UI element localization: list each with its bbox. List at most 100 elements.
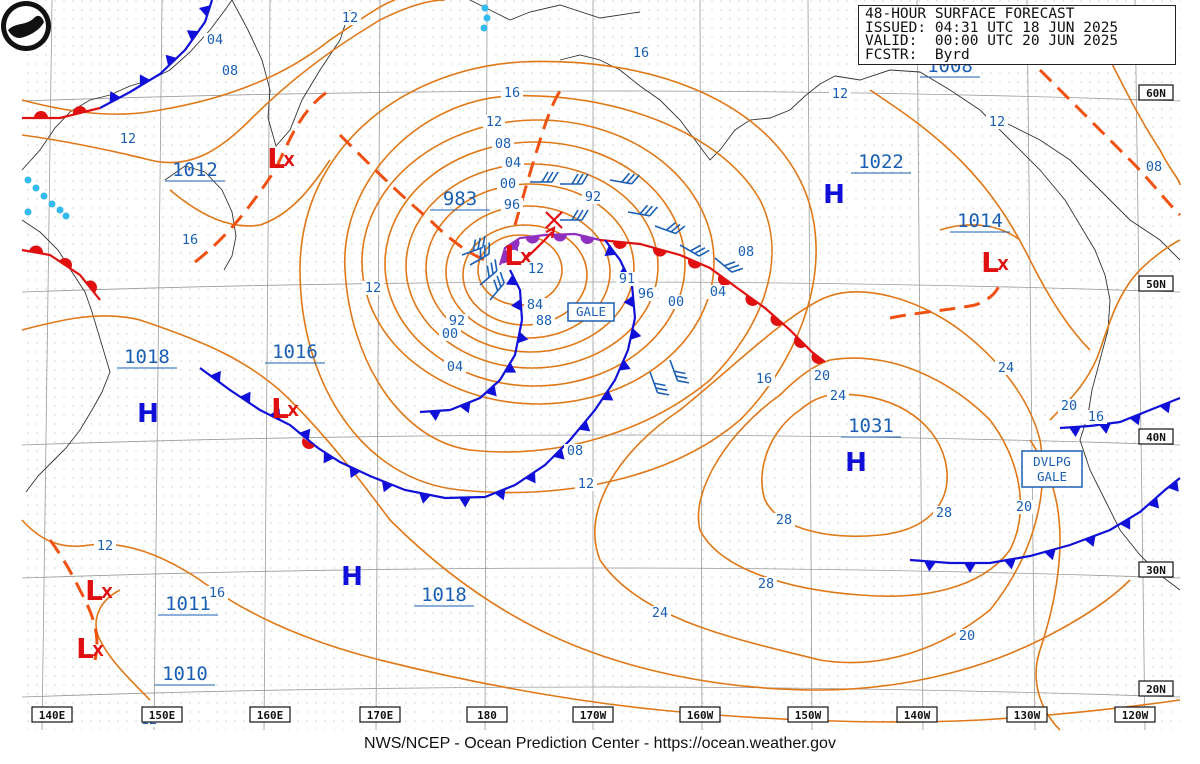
isobar-label: 12	[97, 538, 113, 554]
cold-front-pip	[139, 74, 151, 87]
cold-front-pip	[494, 488, 506, 501]
pressure-value: 1012	[172, 159, 218, 181]
noaa-logo: NOAA	[1, 1, 51, 51]
cold-front-pip	[623, 295, 635, 308]
isobar-label-bg	[635, 287, 657, 301]
isobar-coast-16	[869, 89, 1091, 351]
isobar-label-bg	[204, 33, 226, 47]
isobar-label-bg	[1085, 410, 1107, 424]
lat-label: 50N	[1146, 278, 1166, 291]
warm-front-pip	[73, 106, 87, 115]
isobar-coast-20	[1049, 239, 1181, 421]
lon-label-box	[249, 706, 291, 723]
lat-label: 40N	[1146, 431, 1166, 444]
pressure-value: 1022	[858, 151, 904, 173]
isobar-label: 28	[776, 512, 792, 528]
wind-barb-shaft	[469, 242, 491, 266]
lon-label: 120W	[1122, 709, 1149, 722]
isobar-label: 12	[832, 86, 848, 102]
isobar-label: 00	[500, 176, 516, 192]
isobar-label-bg	[219, 64, 241, 78]
wind-barb-shaft	[560, 173, 589, 185]
lon-label-box	[1006, 706, 1048, 723]
fronts	[21, 0, 1181, 573]
header-line-2: ISSUED: 04:31 UTC 18 JUN 2025	[865, 19, 1119, 36]
cold-front-pip	[210, 370, 221, 383]
lat-label-box	[1138, 84, 1174, 101]
isobar-08	[361, 119, 715, 405]
isobar-label-bg	[707, 285, 729, 299]
pressure-value: 983	[443, 188, 477, 210]
parallel-line	[21, 686, 1181, 698]
warm-front-pip	[29, 245, 43, 254]
isobar-label-bg	[575, 477, 597, 491]
ice-edge	[24, 4, 491, 220]
low-center-x: X	[101, 584, 113, 602]
wind-barb	[479, 259, 498, 286]
isobar-label-bg	[117, 132, 139, 146]
wind-barb-shaft	[609, 172, 640, 185]
isobar-label-bg	[986, 115, 1008, 129]
isobar-label: 91	[619, 271, 635, 287]
isobar-label-bg	[439, 327, 461, 341]
isobar-label-bg	[1013, 500, 1035, 514]
isobar-label: 88	[536, 313, 552, 329]
cold-front-far-west	[199, 367, 319, 449]
isobar-label-bg	[1143, 160, 1165, 174]
isobar-label-bg	[179, 233, 201, 247]
warm-front-pip	[718, 274, 731, 286]
high-pressure-symbol: H	[823, 180, 845, 210]
cold-front-pip	[506, 274, 518, 286]
isobar-label-bg	[956, 629, 978, 643]
cold-front-pip	[1099, 423, 1111, 434]
isobar-label: 12	[365, 280, 381, 296]
cold-front-pip	[507, 239, 519, 252]
cold-front-pip	[604, 245, 617, 256]
wind-barb-shaft	[654, 222, 686, 235]
cold-front-pip	[109, 91, 121, 103]
isobar-label-bg	[444, 360, 466, 374]
isobar-label-bg	[582, 190, 604, 204]
low-pressure-symbol: L	[85, 574, 103, 607]
gale-label: GALE	[567, 302, 615, 322]
low-center-x: X	[283, 152, 295, 170]
warm-front-pip	[59, 258, 72, 269]
developing-gale-text-line1: DVLPG	[1033, 454, 1071, 469]
isobar-label: 24	[998, 360, 1014, 376]
isobar-label: 04	[710, 284, 726, 300]
warm-front-pip	[302, 438, 315, 449]
cold-front-pip	[299, 428, 311, 441]
isobar-label: 08	[738, 244, 754, 260]
coastline-kamchatka	[164, 165, 237, 271]
cold-front-pip	[500, 250, 513, 263]
header-line-3: VALID: 00:00 UTC 20 JUN 2025	[865, 33, 1119, 49]
isobar-label: 16	[633, 45, 649, 61]
warm-front-pip	[770, 314, 783, 326]
isobar-label: 92	[449, 313, 465, 329]
isobar-label-bg	[811, 369, 833, 383]
cold-front-pip	[578, 420, 591, 432]
lat-label-box	[1138, 680, 1174, 697]
wind-barb-shaft	[489, 271, 505, 301]
lat-label-box	[1138, 428, 1174, 445]
isobar-north-2	[21, 0, 446, 164]
isobar-88	[462, 224, 588, 326]
lat-label-box	[1138, 561, 1174, 578]
isobar-12	[344, 94, 773, 453]
isobar-label-bg	[362, 281, 384, 295]
cold-front-pip	[1119, 517, 1131, 530]
cold-front-pip	[429, 410, 441, 421]
lon-label: 150E	[149, 709, 176, 722]
low-pressure-symbol: L	[504, 239, 522, 272]
isobar-label: 92	[585, 189, 601, 205]
cold-front-pip	[198, 5, 211, 17]
wind-barb-shaft	[649, 371, 670, 396]
header-line-1: 48-HOUR SURFACE FORECAST	[865, 6, 1075, 22]
header-line-4: FCSTR: Byrd	[865, 46, 970, 63]
isobar-label: 04	[505, 155, 521, 171]
isobar-label: 20	[959, 628, 975, 644]
cold-front-pip	[1147, 497, 1160, 509]
occluded-front-pip	[525, 235, 540, 244]
